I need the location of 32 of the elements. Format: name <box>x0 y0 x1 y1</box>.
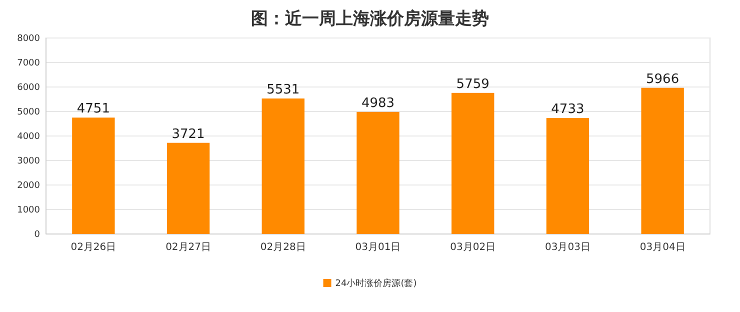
x-tick-label: 02月27日 <box>166 242 212 254</box>
y-tick-label: 0 <box>34 230 40 240</box>
bar <box>72 118 115 234</box>
y-tick-label: 8000 <box>17 34 40 44</box>
bar <box>641 88 684 234</box>
data-label: 4733 <box>551 102 584 118</box>
y-tick-label: 2000 <box>17 180 40 191</box>
y-tick-label: 6000 <box>17 82 40 93</box>
y-tick-label: 5000 <box>17 107 40 118</box>
x-tick-label: 02月28日 <box>260 242 306 254</box>
data-label: 5759 <box>456 76 490 92</box>
bar <box>546 118 590 234</box>
y-tick-label: 7000 <box>17 58 40 68</box>
data-label: 3721 <box>172 126 205 142</box>
bar <box>452 92 494 234</box>
x-tick-label: 03月02日 <box>450 242 496 254</box>
x-tick-label: 02月26日 <box>70 242 116 254</box>
y-tick-label: 1000 <box>17 205 40 216</box>
data-label: 4983 <box>361 96 395 111</box>
bar <box>356 112 400 234</box>
chart-title: 图：近一周上海涨价房源量走势 <box>251 9 489 29</box>
y-tick-label: 4000 <box>17 132 40 142</box>
bar <box>262 98 304 234</box>
x-tick-label: 03月04日 <box>640 242 686 254</box>
x-tick-label: 03月01日 <box>355 242 401 254</box>
data-label: 4751 <box>76 102 110 117</box>
data-label: 5966 <box>646 72 680 87</box>
y-tick-label: 3000 <box>17 156 40 166</box>
bar <box>166 142 210 234</box>
x-tick-label: 03月03日 <box>544 242 590 254</box>
legend-label: 24小时涨价房源(套) <box>335 278 417 289</box>
data-label: 5531 <box>266 82 300 98</box>
